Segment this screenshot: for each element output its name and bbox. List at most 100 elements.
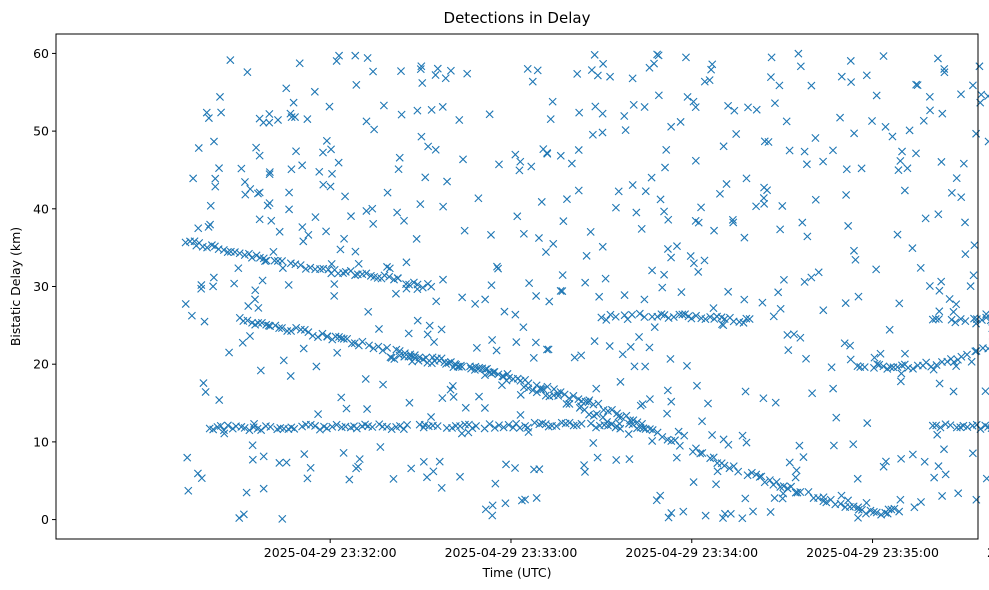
data-point xyxy=(929,365,938,374)
data-point xyxy=(850,129,859,138)
data-point xyxy=(829,384,838,393)
data-point xyxy=(481,295,490,304)
data-point xyxy=(787,482,796,491)
data-point xyxy=(250,419,259,428)
data-point xyxy=(932,421,941,430)
data-point xyxy=(511,310,520,319)
data-point xyxy=(352,80,361,89)
data-point xyxy=(708,431,717,439)
y-axis: 0 10 20 30 40 50 60 xyxy=(33,46,56,527)
data-point xyxy=(741,494,750,503)
data-point xyxy=(264,321,273,330)
data-point xyxy=(853,474,862,483)
data-point xyxy=(710,226,719,235)
data-point xyxy=(485,110,494,119)
data-point xyxy=(513,212,522,221)
chart-title: Detections in Delay xyxy=(444,9,591,27)
data-point xyxy=(832,413,841,422)
data-point xyxy=(532,493,541,502)
data-point xyxy=(255,151,264,160)
data-point xyxy=(269,247,278,256)
data-point xyxy=(433,64,442,73)
data-point xyxy=(837,72,846,81)
data-point xyxy=(437,483,446,492)
data-point xyxy=(524,428,533,437)
data-point xyxy=(567,159,576,168)
data-point xyxy=(779,489,788,498)
data-point xyxy=(636,423,645,432)
data-point xyxy=(206,201,215,210)
data-point xyxy=(689,478,698,487)
data-point xyxy=(336,245,345,254)
data-point xyxy=(664,314,673,322)
data-point xyxy=(692,311,701,320)
data-point xyxy=(687,314,696,323)
data-point xyxy=(351,247,360,256)
data-point xyxy=(271,321,280,330)
data-point xyxy=(259,452,268,461)
data-point xyxy=(857,164,866,173)
data-point xyxy=(593,71,602,80)
data-point xyxy=(916,263,925,272)
data-point xyxy=(184,486,193,495)
data-point xyxy=(457,362,466,371)
data-point xyxy=(327,145,336,154)
data-point xyxy=(877,510,886,519)
data-point xyxy=(385,264,394,273)
data-point xyxy=(760,183,769,192)
data-point xyxy=(493,262,501,271)
data-point xyxy=(680,431,689,440)
data-point xyxy=(663,409,672,418)
data-point xyxy=(885,325,894,334)
data-point xyxy=(405,398,414,407)
data-point xyxy=(255,215,264,224)
data-point xyxy=(952,362,961,371)
data-point xyxy=(488,501,497,510)
data-point xyxy=(403,420,412,429)
data-point xyxy=(527,162,536,171)
data-point xyxy=(474,194,483,203)
data-point xyxy=(284,280,293,289)
data-point xyxy=(456,422,465,431)
data-point xyxy=(432,297,441,306)
data-point xyxy=(337,334,346,343)
data-point xyxy=(197,281,206,290)
data-point xyxy=(287,113,296,122)
data-point xyxy=(226,56,235,65)
data-point xyxy=(933,430,942,439)
data-point xyxy=(499,423,508,432)
data-point xyxy=(494,264,503,273)
data-point xyxy=(676,117,685,126)
data-point xyxy=(270,256,279,265)
data-point xyxy=(190,237,199,246)
data-point xyxy=(257,318,266,327)
data-point xyxy=(210,242,219,251)
data-point xyxy=(480,371,489,380)
data-point xyxy=(328,422,337,431)
data-point xyxy=(732,130,741,138)
data-point xyxy=(459,155,468,164)
data-point xyxy=(666,354,675,363)
data-point xyxy=(350,339,359,348)
data-point xyxy=(742,174,751,183)
data-point xyxy=(194,144,203,153)
data-point xyxy=(940,445,948,454)
data-point xyxy=(854,513,862,522)
data-point xyxy=(740,295,749,304)
data-point xyxy=(903,164,912,173)
data-point xyxy=(957,90,965,99)
data-point xyxy=(378,346,387,355)
data-point xyxy=(574,186,583,195)
data-point xyxy=(883,509,892,518)
data-point xyxy=(606,72,615,81)
data-point xyxy=(938,109,947,118)
data-point xyxy=(239,510,248,519)
data-point xyxy=(546,115,555,124)
data-point xyxy=(251,286,260,295)
data-point xyxy=(592,384,601,393)
data-point xyxy=(519,323,528,332)
data-point xyxy=(611,312,620,321)
data-point xyxy=(339,269,348,277)
data-point xyxy=(961,317,970,326)
data-point xyxy=(620,291,629,300)
